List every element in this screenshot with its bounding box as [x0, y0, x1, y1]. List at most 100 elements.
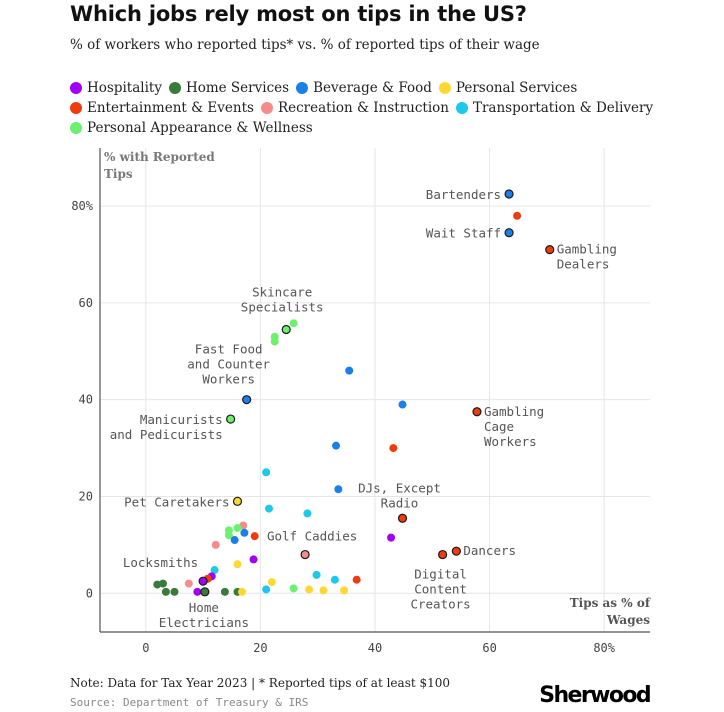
legend-item-entertainment-events: Entertainment & Events	[70, 99, 254, 116]
chart-title: Which jobs rely most on tips in the US?	[70, 2, 527, 26]
data-point	[387, 533, 396, 542]
data-point	[267, 578, 276, 587]
data-point	[545, 245, 555, 255]
legend-swatch	[260, 101, 273, 114]
data-point	[211, 540, 220, 549]
point-label-line: and Pedicurists	[110, 427, 223, 442]
data-point	[352, 575, 361, 584]
point-label-line: Creators	[410, 597, 470, 612]
point-label: Bartenders	[426, 187, 501, 202]
data-point	[334, 485, 343, 494]
data-point	[504, 228, 514, 238]
legend-item-beverage-food: Beverage & Food	[296, 79, 432, 96]
data-point	[504, 189, 514, 199]
data-point	[397, 513, 408, 523]
data-point	[230, 536, 239, 545]
data-point	[200, 587, 210, 597]
point-label: Skincare Specialists	[241, 285, 324, 315]
data-point	[242, 395, 252, 405]
data-point	[281, 324, 291, 335]
y-tick-label: 60	[79, 296, 93, 310]
y-tick-label: 40	[79, 393, 93, 407]
legend-swatch	[455, 101, 468, 114]
y-axis-label: % with Reported Tips	[104, 150, 215, 181]
data-point	[233, 523, 242, 532]
data-point	[262, 585, 271, 594]
legend-item-hospitality: Hospitality	[70, 79, 162, 96]
point-label: Pet Caretakers	[124, 494, 229, 509]
legend-label: Transportation & Delivery	[472, 99, 654, 116]
x-tick-label: 60	[482, 641, 496, 655]
data-point	[226, 414, 236, 424]
data-point	[220, 587, 229, 596]
data-point	[210, 566, 219, 575]
data-point	[389, 444, 398, 453]
footnote: Note: Data for Tax Year 2023 | * Reporte…	[70, 676, 451, 690]
point-label: Wait Staff	[426, 226, 501, 241]
point-label-line: Fast Food	[195, 342, 263, 357]
point-label-line: Locksmiths	[123, 555, 198, 570]
point-label-line: Workers	[202, 372, 255, 387]
data-point	[153, 580, 162, 589]
point-label-line: Bartenders	[426, 187, 501, 202]
legend-swatch	[70, 121, 82, 134]
chart-subtitle: % of workers who reported tips* vs. % of…	[70, 37, 540, 53]
point-label-line: Dealers	[557, 257, 610, 272]
point-label-line: Radio	[381, 495, 419, 510]
point-label-line: Content	[414, 582, 467, 597]
data-point	[340, 586, 349, 595]
point-label: DJs, Except Radio	[358, 480, 441, 510]
data-point	[262, 468, 271, 477]
data-point	[300, 549, 310, 560]
x-tick-label: 0	[142, 641, 149, 655]
point-label: Golf Caddies	[267, 529, 357, 544]
y-tick-label: 20	[79, 489, 93, 503]
data-point	[270, 337, 279, 346]
data-point	[249, 555, 258, 564]
legend-label: Personal Appearance & Wellness	[87, 119, 313, 136]
legend-item-home-services: Home Services	[168, 80, 289, 96]
legend-label: Entertainment & Events	[87, 99, 254, 116]
brand-logo: Sherwood	[539, 683, 651, 708]
point-label-line: Electricians	[159, 615, 249, 630]
point-label-line: Gambling	[484, 404, 544, 419]
point-label: Digital Content Creators	[410, 567, 470, 612]
data-point	[170, 587, 179, 596]
point-label-line: Gambling	[557, 242, 617, 257]
point-label-line: Wait Staff	[426, 226, 501, 241]
point-label: Home Electricians	[159, 600, 249, 630]
x-tick-label: 20	[253, 641, 267, 655]
data-point	[330, 575, 339, 584]
data-point	[472, 407, 482, 417]
data-point	[513, 211, 522, 220]
point-label: Manicurists and Pedicurists	[110, 412, 223, 442]
data-point	[193, 587, 202, 596]
x-tick-label: 40	[368, 641, 382, 655]
legend-swatch	[438, 81, 451, 94]
point-label: Gambling Cage Workers	[484, 404, 544, 449]
legend-label: Hospitality	[87, 79, 162, 96]
legend-item-personal-appearance-wellness: Personal Appearance & Wellness	[70, 119, 313, 136]
data-point	[240, 528, 249, 537]
legend-swatch	[168, 81, 181, 94]
data-point	[438, 549, 448, 560]
y-tick-label: 80%	[71, 199, 93, 213]
data-point	[312, 570, 321, 579]
legend-item-transportation-delivery: Transportation & Delivery	[455, 99, 654, 116]
point-label-line: Golf Caddies	[267, 529, 357, 544]
point-label-line: Cage	[484, 419, 514, 434]
point-label-line: and Counter	[187, 357, 270, 372]
point-label-line: DJs, Except	[358, 480, 441, 495]
legend-label: Personal Services	[455, 79, 578, 96]
data-point	[232, 496, 243, 506]
legend: Hospitality Home Services Beverage & Foo…	[70, 79, 680, 136]
data-point	[303, 509, 312, 518]
legend-label: Beverage & Food	[313, 79, 432, 96]
point-label-line: Workers	[484, 434, 537, 449]
data-point	[332, 441, 341, 450]
data-point	[305, 585, 314, 594]
legend-swatch	[70, 81, 82, 94]
data-point	[233, 560, 242, 569]
point-label: Locksmiths	[123, 555, 198, 570]
legend-item-recreation-instruction: Recreation & Instruction	[260, 100, 449, 116]
